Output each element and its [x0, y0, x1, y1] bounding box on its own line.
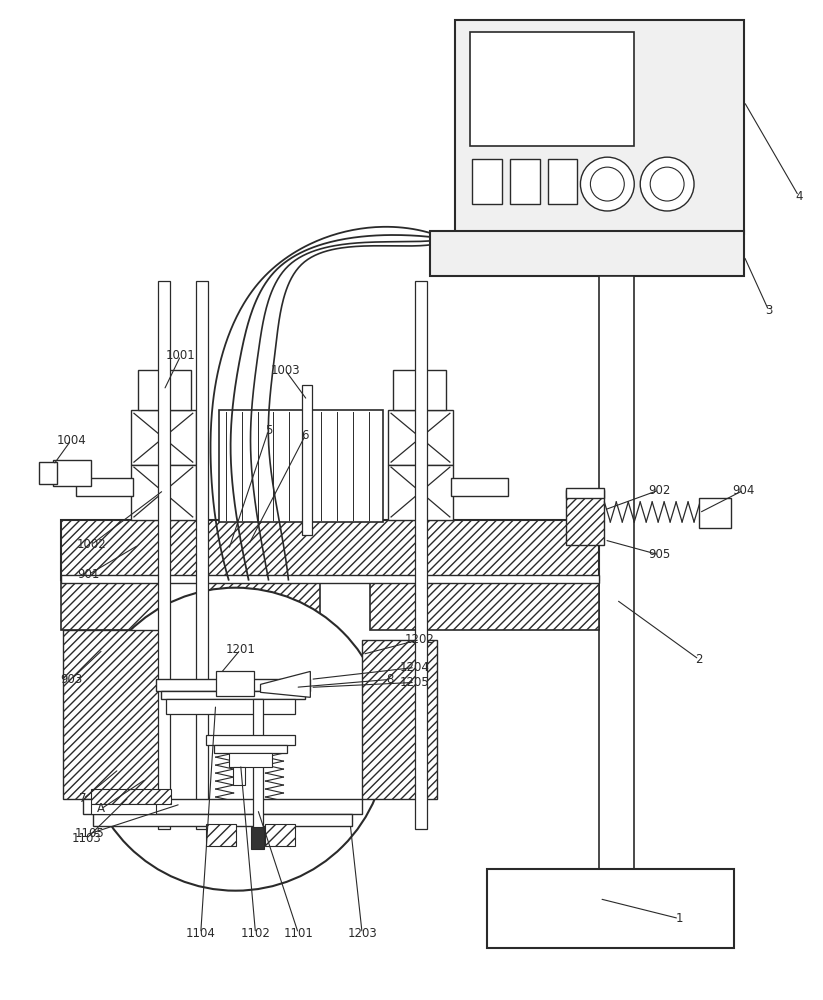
Bar	[53, 460, 91, 486]
Text: 1104: 1104	[186, 927, 216, 940]
Bar	[196, 281, 207, 829]
Bar	[61, 580, 160, 630]
Bar	[699, 498, 731, 528]
Bar	[370, 580, 599, 630]
Bar	[83, 799, 362, 814]
Bar	[214, 745, 287, 753]
Text: 1001: 1001	[166, 349, 196, 362]
Text: 4: 4	[795, 190, 802, 203]
Text: 1004: 1004	[56, 434, 86, 447]
Bar	[266, 824, 295, 846]
Bar	[131, 465, 196, 520]
Text: 2: 2	[695, 653, 703, 666]
Bar	[138, 370, 191, 410]
Text: 903: 903	[60, 673, 82, 686]
Bar	[472, 159, 502, 204]
Text: 904: 904	[732, 484, 755, 497]
Bar	[362, 640, 437, 799]
Bar	[91, 789, 171, 804]
Text: 1205: 1205	[400, 676, 430, 689]
Circle shape	[84, 588, 387, 891]
Text: 1203: 1203	[347, 927, 377, 940]
Text: A: A	[97, 802, 105, 815]
Text: 1002: 1002	[77, 538, 106, 551]
Bar	[415, 281, 427, 829]
Bar	[388, 410, 453, 465]
Bar	[61, 575, 599, 583]
Bar	[509, 159, 540, 204]
Bar	[302, 385, 313, 535]
Bar	[486, 869, 734, 948]
Bar	[61, 520, 599, 580]
Text: 901: 901	[77, 568, 100, 581]
Bar	[160, 691, 305, 699]
Text: 1003: 1003	[271, 364, 300, 377]
Polygon shape	[261, 671, 310, 697]
Bar	[393, 370, 446, 410]
Bar	[455, 20, 744, 234]
Text: 5: 5	[265, 424, 272, 437]
Text: 1103: 1103	[72, 832, 101, 845]
Bar	[63, 630, 163, 799]
Text: 1204: 1204	[400, 661, 430, 674]
Text: 1: 1	[676, 912, 683, 925]
Bar	[566, 488, 604, 498]
Circle shape	[640, 157, 694, 211]
Circle shape	[590, 167, 625, 201]
Bar	[547, 159, 578, 204]
Bar	[206, 824, 235, 846]
Bar	[470, 32, 635, 146]
Text: 1105: 1105	[74, 827, 104, 840]
Text: 902: 902	[648, 484, 671, 497]
Bar	[165, 699, 295, 714]
Text: 1101: 1101	[283, 927, 314, 940]
Bar	[40, 462, 58, 484]
Bar	[206, 735, 295, 745]
Bar	[566, 490, 604, 545]
Text: 8: 8	[386, 673, 393, 686]
Circle shape	[580, 157, 635, 211]
Text: 1202: 1202	[405, 633, 435, 646]
Bar	[250, 827, 264, 849]
Bar	[93, 814, 352, 826]
Text: 3: 3	[765, 304, 773, 317]
Bar	[451, 478, 508, 496]
Bar	[219, 410, 383, 522]
Text: 1201: 1201	[226, 643, 255, 656]
Bar	[599, 276, 635, 869]
Bar	[229, 753, 272, 767]
Text: 905: 905	[648, 548, 670, 561]
Bar	[253, 699, 263, 829]
Bar	[156, 679, 310, 691]
Bar	[158, 281, 170, 829]
Bar	[430, 231, 744, 276]
Bar	[233, 767, 244, 785]
Text: 7: 7	[79, 792, 87, 805]
Text: 1102: 1102	[240, 927, 271, 940]
Text: 6: 6	[301, 429, 309, 442]
Bar	[131, 410, 196, 465]
Bar	[77, 478, 133, 496]
Bar	[388, 465, 453, 520]
Circle shape	[650, 167, 684, 201]
Bar	[201, 580, 320, 630]
Bar	[216, 671, 253, 696]
Bar	[91, 804, 156, 814]
